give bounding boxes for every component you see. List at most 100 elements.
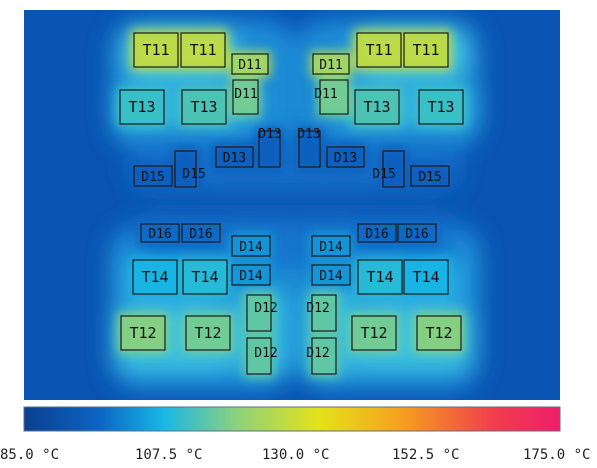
component-outline — [356, 32, 402, 68]
component-heat-pad — [355, 221, 399, 245]
component-outline — [382, 150, 405, 188]
component-heat-pad — [296, 128, 323, 170]
component-label: D16 — [365, 227, 388, 242]
component-outline — [403, 32, 449, 68]
component-label: T12 — [360, 324, 387, 342]
component-outline — [132, 259, 178, 295]
component-heat-pad — [395, 221, 439, 245]
component-label: D16 — [405, 227, 428, 242]
component-outline — [319, 79, 349, 115]
component-label: D15 — [141, 170, 164, 185]
component-label: T13 — [128, 98, 155, 116]
component-label: T13 — [363, 98, 390, 116]
component-outline — [133, 165, 173, 187]
component-outline — [258, 130, 281, 168]
component-label: D13 — [334, 151, 357, 166]
component-label: D13 — [258, 127, 281, 142]
scale-tick-label: 85.0 °C — [0, 447, 60, 463]
component-outline — [357, 259, 403, 295]
component-label: D11 — [314, 87, 337, 102]
component-label: T14 — [412, 268, 439, 286]
component-label: T14 — [366, 268, 393, 286]
component-label: D13 — [223, 151, 246, 166]
component-label: T11 — [142, 41, 169, 59]
component-heat-pad — [213, 144, 256, 170]
component-label: T14 — [191, 268, 218, 286]
component-label: D16 — [148, 227, 171, 242]
component-outline — [351, 315, 397, 351]
component-outline — [246, 337, 272, 375]
component-label: D15 — [182, 167, 205, 182]
component-outline — [311, 235, 351, 257]
component-label: T12 — [194, 324, 221, 342]
scale-tick-label: 175.0 °C — [523, 447, 591, 463]
component-label: D12 — [306, 346, 329, 361]
component-outline — [119, 89, 165, 125]
component-outline — [215, 146, 254, 168]
component-outline — [181, 89, 227, 125]
component-label: D12 — [306, 301, 329, 316]
component-heat-pad — [138, 221, 182, 245]
component-outline — [120, 315, 166, 351]
component-label: D11 — [238, 58, 261, 73]
component-label: D14 — [319, 240, 343, 255]
component-outline — [298, 130, 321, 168]
component-label: T13 — [427, 98, 454, 116]
component-outline — [181, 223, 221, 243]
component-label: D15 — [418, 170, 441, 185]
component-heat-pad — [131, 163, 175, 189]
component-heat-pad — [256, 128, 283, 170]
component-outline — [231, 235, 271, 257]
component-outline — [403, 259, 449, 295]
component-heat-pad — [172, 148, 199, 190]
component-label: T11 — [412, 41, 439, 59]
scale-tick-label: 152.5 °C — [392, 447, 460, 463]
component-heat-pad — [324, 144, 367, 170]
component-label: T11 — [365, 41, 392, 59]
component-label: T13 — [190, 98, 217, 116]
component-outline — [357, 223, 397, 243]
component-outline — [326, 146, 365, 168]
component-outline — [231, 53, 269, 75]
component-label: D13 — [297, 127, 320, 142]
component-outline — [231, 264, 271, 286]
component-outline — [418, 89, 464, 125]
component-outline — [246, 294, 272, 332]
component-heat-pad — [380, 148, 407, 190]
component-outline — [174, 150, 197, 188]
component-label: D11 — [234, 87, 257, 102]
component-heat-pad — [179, 221, 223, 245]
component-outline — [182, 259, 228, 295]
component-label: D16 — [189, 227, 212, 242]
component-outline-layer: T11 T11 D11 D11 T11 T11 T13 T13 D11 D11 T13 T13 D13 D… — [119, 32, 464, 375]
heat-region — [130, 130, 460, 190]
component-outline — [311, 264, 351, 286]
component-label: T12 — [129, 324, 156, 342]
component-label: T14 — [141, 268, 168, 286]
component-outline — [397, 223, 437, 243]
scale-tick-label: 107.5 °C — [135, 447, 203, 463]
component-outline — [185, 315, 231, 351]
component-outline — [416, 315, 462, 351]
component-outline — [140, 223, 180, 243]
component-label: D14 — [319, 269, 343, 284]
component-label: D12 — [254, 301, 277, 316]
component-outline — [133, 32, 179, 68]
scale-tick-labels: 85.0 °C 107.5 °C 130.0 °C 152.5 °C 175.0… — [0, 447, 597, 467]
component-label: D14 — [239, 269, 263, 284]
component-outline — [232, 79, 259, 115]
component-label: T12 — [425, 324, 452, 342]
component-outline — [312, 53, 350, 75]
component-outline — [180, 32, 226, 68]
scale-tick-label: 130.0 °C — [262, 447, 330, 463]
component-label: D15 — [372, 167, 395, 182]
component-label: D14 — [239, 240, 263, 255]
component-outline — [410, 165, 450, 187]
component-outline — [311, 337, 337, 375]
component-label: D11 — [319, 58, 342, 73]
component-heat-pad — [408, 163, 452, 189]
component-outline — [354, 89, 400, 125]
component-outline — [311, 294, 337, 332]
component-label: D12 — [254, 346, 277, 361]
